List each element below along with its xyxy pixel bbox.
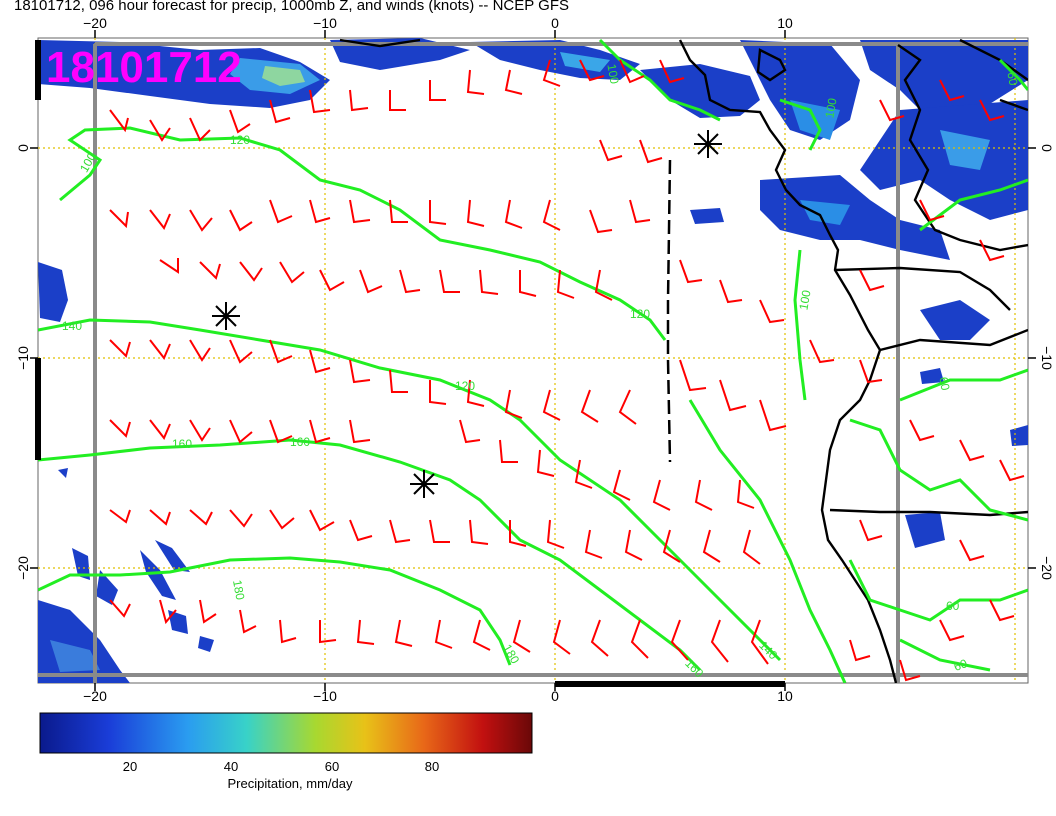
svg-text:60: 60 xyxy=(952,656,970,674)
asterisk-marker-3 xyxy=(694,130,722,158)
svg-text:0: 0 xyxy=(1039,144,1055,152)
precip-field xyxy=(38,38,1028,683)
svg-text:100: 100 xyxy=(796,289,813,311)
svg-text:0: 0 xyxy=(551,15,559,31)
forecast-stamp: 18101712 xyxy=(46,43,242,92)
colorbar-label: Precipitation, mm/day xyxy=(227,776,353,791)
svg-text:60: 60 xyxy=(936,376,952,392)
domain-box xyxy=(38,42,1028,683)
colorbar-tick-20: 20 xyxy=(122,759,138,774)
lon-labels-top: −20 −10 0 10 xyxy=(83,15,793,31)
svg-text:0: 0 xyxy=(15,144,31,152)
svg-text:−10: −10 xyxy=(313,688,337,704)
svg-text:120: 120 xyxy=(630,307,650,321)
svg-text:−10: −10 xyxy=(15,346,31,370)
svg-text:−20: −20 xyxy=(83,688,107,704)
svg-text:100: 100 xyxy=(604,63,621,85)
svg-text:60: 60 xyxy=(946,599,960,613)
lon-labels-bottom: −20 −10 0 10 xyxy=(83,688,793,704)
svg-text:60: 60 xyxy=(1004,71,1020,87)
asterisk-marker-1 xyxy=(212,302,240,330)
svg-text:10: 10 xyxy=(777,688,793,704)
svg-text:180: 180 xyxy=(230,579,247,601)
svg-text:−20: −20 xyxy=(1039,556,1055,580)
svg-text:−20: −20 xyxy=(83,15,107,31)
asterisk-markers xyxy=(212,130,722,498)
asterisk-marker-2 xyxy=(410,470,438,498)
svg-text:−10: −10 xyxy=(313,15,337,31)
svg-text:−10: −10 xyxy=(1039,346,1055,370)
svg-text:100: 100 xyxy=(822,97,839,119)
map-frame xyxy=(37,37,1029,684)
svg-text:140: 140 xyxy=(62,319,82,333)
colorbar xyxy=(39,712,533,754)
svg-text:120: 120 xyxy=(455,379,475,393)
svg-text:10: 10 xyxy=(777,15,793,31)
lat-labels-left: 0 −10 −20 xyxy=(15,144,31,580)
map-title: 18101712, 096 hour forecast for precip, … xyxy=(14,0,569,14)
svg-text:−20: −20 xyxy=(15,556,31,580)
boundary-line xyxy=(666,159,672,463)
colorbar-tick-40: 40 xyxy=(223,759,239,774)
lat-labels-right: 0 −10 −20 xyxy=(1039,144,1055,580)
wind-barbs xyxy=(109,59,1025,682)
svg-text:160: 160 xyxy=(172,437,192,451)
svg-text:160: 160 xyxy=(290,435,310,449)
height-contours xyxy=(38,38,1028,683)
svg-text:0: 0 xyxy=(551,688,559,704)
colorbar-tick-60: 60 xyxy=(324,759,340,774)
colorbar-tick-80: 80 xyxy=(424,759,440,774)
svg-text:120: 120 xyxy=(230,133,250,147)
frame-boundary-bars xyxy=(35,40,785,687)
